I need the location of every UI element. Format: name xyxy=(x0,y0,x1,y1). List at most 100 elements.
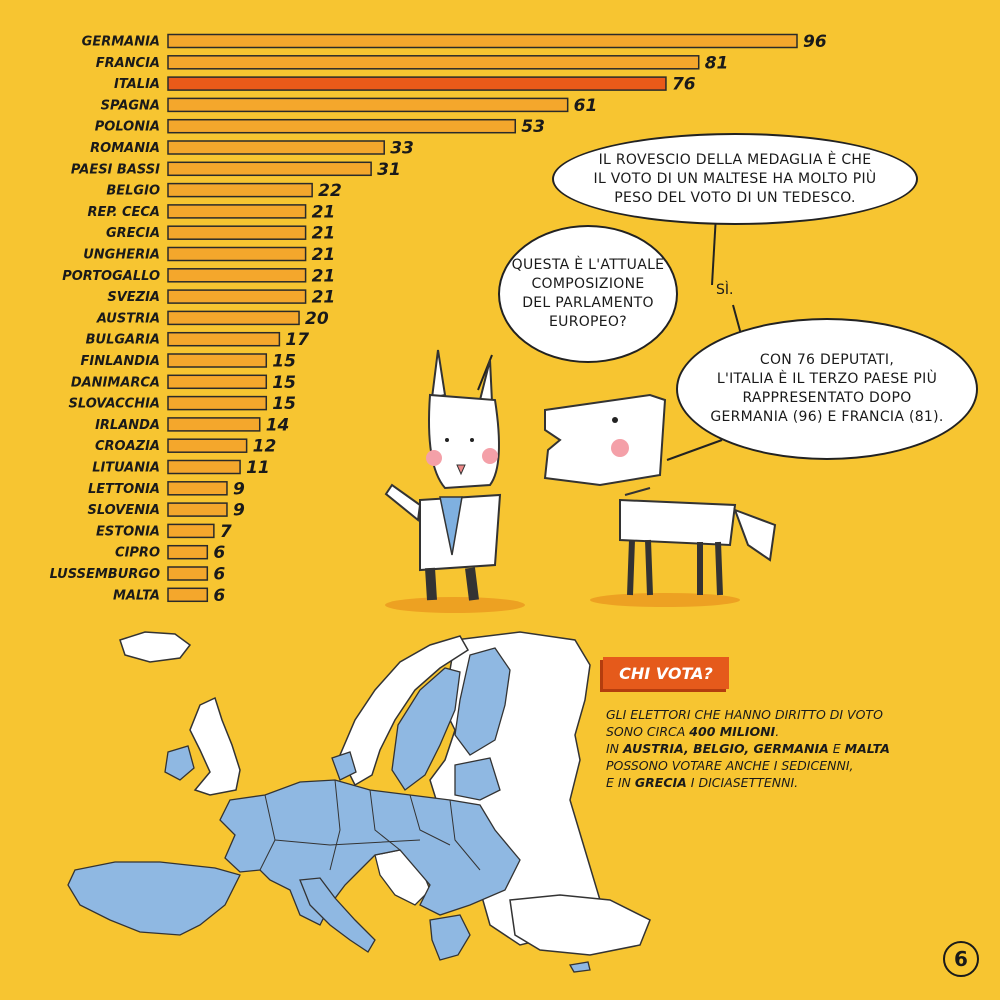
value-label: 53 xyxy=(521,117,545,137)
speech-line: PESO DEL VOTO DI UN TEDESCO. xyxy=(614,189,856,206)
chi-vota-line: POSSONO VOTARE ANCHE I SEDICENNI, xyxy=(606,758,854,773)
country-label: UNGHERIA xyxy=(83,248,160,263)
value-label: 12 xyxy=(253,437,277,457)
country-label: ROMANIA xyxy=(90,141,160,156)
value-label: 6 xyxy=(213,565,225,585)
dog-character xyxy=(543,393,777,607)
uk-landmass xyxy=(189,696,241,796)
bar xyxy=(167,459,241,475)
bar xyxy=(167,97,569,113)
chi-vota-title: CHI VOTA? xyxy=(603,657,729,689)
eu-internal-borders xyxy=(259,779,481,871)
bar xyxy=(167,33,798,49)
value-label: 9 xyxy=(233,501,245,521)
country-label: SLOVENIA xyxy=(88,503,161,518)
bar xyxy=(167,161,372,177)
bar xyxy=(167,140,385,155)
value-label: 96 xyxy=(803,32,827,52)
chi-vota-line: IN AUSTRIA, BELGIO, GERMANIA E MALTA xyxy=(606,741,890,756)
bar xyxy=(167,118,517,134)
europe-map xyxy=(67,631,651,973)
country-label: BULGARIA xyxy=(86,333,160,348)
bar xyxy=(167,374,268,390)
eu-iberia xyxy=(67,861,241,936)
value-label: 21 xyxy=(312,202,336,222)
value-label: 31 xyxy=(377,160,401,180)
speech-yes: SÌ. xyxy=(716,282,734,298)
country-label: FRANCIA xyxy=(96,56,160,71)
chi-vota-text: GLI ELETTORI CHE HANNO DIRITTO DI VOTO S… xyxy=(606,706,936,791)
value-label: 15 xyxy=(272,352,296,372)
value-label: 21 xyxy=(312,245,336,265)
bar xyxy=(167,353,268,368)
bar xyxy=(167,310,300,326)
eu-cyprus xyxy=(568,961,591,973)
bar xyxy=(167,395,268,411)
country-label: SPAGNA xyxy=(101,98,160,113)
country-label: REP. CECA xyxy=(87,205,160,220)
bar xyxy=(167,438,248,453)
bar xyxy=(167,55,700,70)
value-label: 20 xyxy=(305,309,329,329)
speech-bubble-dog-bottom: CON 76 DEPUTATI, L'ITALIA È IL TERZO PAE… xyxy=(676,318,978,460)
eu-denmark xyxy=(331,751,357,781)
eu-continental-core xyxy=(219,779,521,926)
bar xyxy=(167,417,261,432)
speech-line: IL VOTO DI UN MALTESE HA MOLTO PIÙ xyxy=(593,170,877,187)
iceland-landmass xyxy=(119,631,192,663)
value-label: 61 xyxy=(574,96,598,116)
norway-landmass xyxy=(339,635,470,787)
bar xyxy=(167,481,228,496)
country-label: FINLANDIA xyxy=(80,354,160,369)
bar xyxy=(167,204,307,219)
speech-line: QUESTA È L'ATTUALE xyxy=(511,257,665,273)
country-label: BELGIO xyxy=(106,184,160,199)
chi-vota-line: E IN GRECIA I DICIASETTENNI. xyxy=(606,775,799,790)
bar xyxy=(167,289,307,304)
eu-greece xyxy=(429,914,471,961)
speech-line: EUROPEO? xyxy=(549,314,627,330)
value-label: 22 xyxy=(318,181,342,201)
rabbit-character xyxy=(384,349,525,613)
speech-bubble-dog-top: IL ROVESCIO DELLA MEDAGLIA È CHE IL VOTO… xyxy=(552,133,918,225)
bar xyxy=(167,566,209,581)
speech-line: IL ROVESCIO DELLA MEDAGLIA È CHE xyxy=(598,151,872,168)
bar xyxy=(167,268,307,283)
value-label: 21 xyxy=(312,288,336,308)
value-label: 6 xyxy=(213,543,225,563)
value-label: 17 xyxy=(285,330,309,350)
value-label: 76 xyxy=(672,75,696,95)
eu-baltics xyxy=(454,757,501,801)
country-label: GERMANIA xyxy=(82,35,160,50)
value-label: 7 xyxy=(220,522,232,542)
country-label: PAESI BASSI xyxy=(71,162,160,177)
country-label: ITALIA xyxy=(114,77,160,92)
bar xyxy=(167,331,281,347)
country-label: DANIMARCA xyxy=(71,375,160,390)
bar xyxy=(167,587,209,603)
speech-bubble-rabbit: QUESTA È L'ATTUALE COMPOSIZIONE DEL PARL… xyxy=(498,225,678,363)
page-number: 6 xyxy=(943,941,979,977)
bar xyxy=(167,544,209,560)
bar xyxy=(167,225,307,240)
bar xyxy=(167,182,313,198)
country-label: PORTOGALLO xyxy=(62,269,160,284)
speech-line: COMPOSIZIONE xyxy=(531,276,645,292)
eu-italy xyxy=(299,877,376,953)
speech-line: CON 76 DEPUTATI, xyxy=(759,352,895,368)
country-label: CIPRO xyxy=(115,546,160,561)
country-label: SVEZIA xyxy=(107,290,160,305)
country-label: MALTA xyxy=(113,588,160,603)
eu-finland xyxy=(454,647,511,756)
country-label: POLONIA xyxy=(95,120,160,135)
country-label: LUSSEMBURGO xyxy=(50,567,160,582)
country-label: LITUANIA xyxy=(92,461,160,476)
speech-line: RAPPRESENTATO DOPO xyxy=(742,390,912,406)
value-label: 9 xyxy=(233,479,245,499)
chi-vota-line: GLI ELETTORI CHE HANNO DIRITTO DI VOTO xyxy=(606,707,883,722)
value-label: 6 xyxy=(213,586,225,606)
country-label: CROAZIA xyxy=(95,439,160,454)
speech-line: GERMANIA (96) E FRANCIA (81). xyxy=(710,409,944,425)
